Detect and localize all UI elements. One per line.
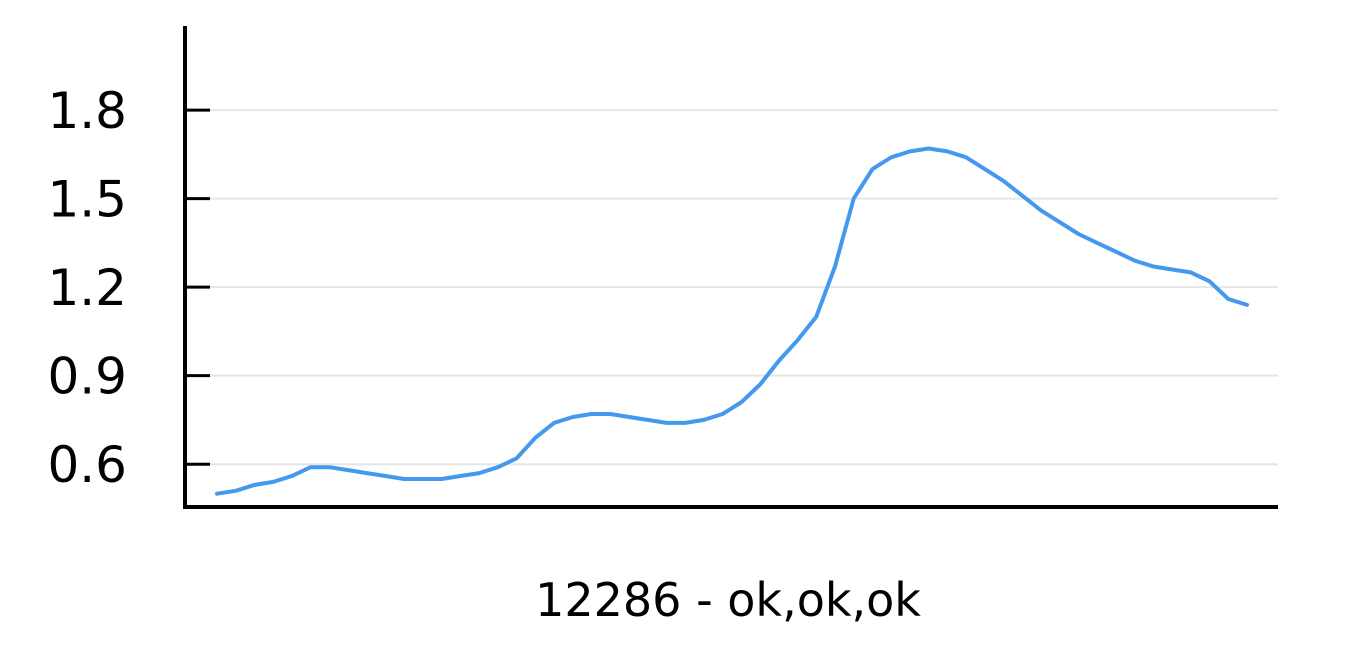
grid-lines bbox=[210, 109, 1278, 466]
y-tick-label: 1.2 bbox=[47, 259, 127, 317]
y-tick-label: 0.6 bbox=[47, 436, 127, 494]
series-layer bbox=[215, 146, 1249, 496]
series-line bbox=[215, 146, 1249, 496]
x-axis-title: 12286 - ok,ok,ok bbox=[535, 573, 921, 627]
y-tick-label: 1.5 bbox=[47, 171, 127, 229]
y-tick-label: 1.8 bbox=[47, 82, 127, 140]
y-tick-label: 0.9 bbox=[47, 348, 127, 406]
y-axis-ticks: 0.6 0.9 1.2 1.5 1.8 bbox=[47, 82, 210, 494]
